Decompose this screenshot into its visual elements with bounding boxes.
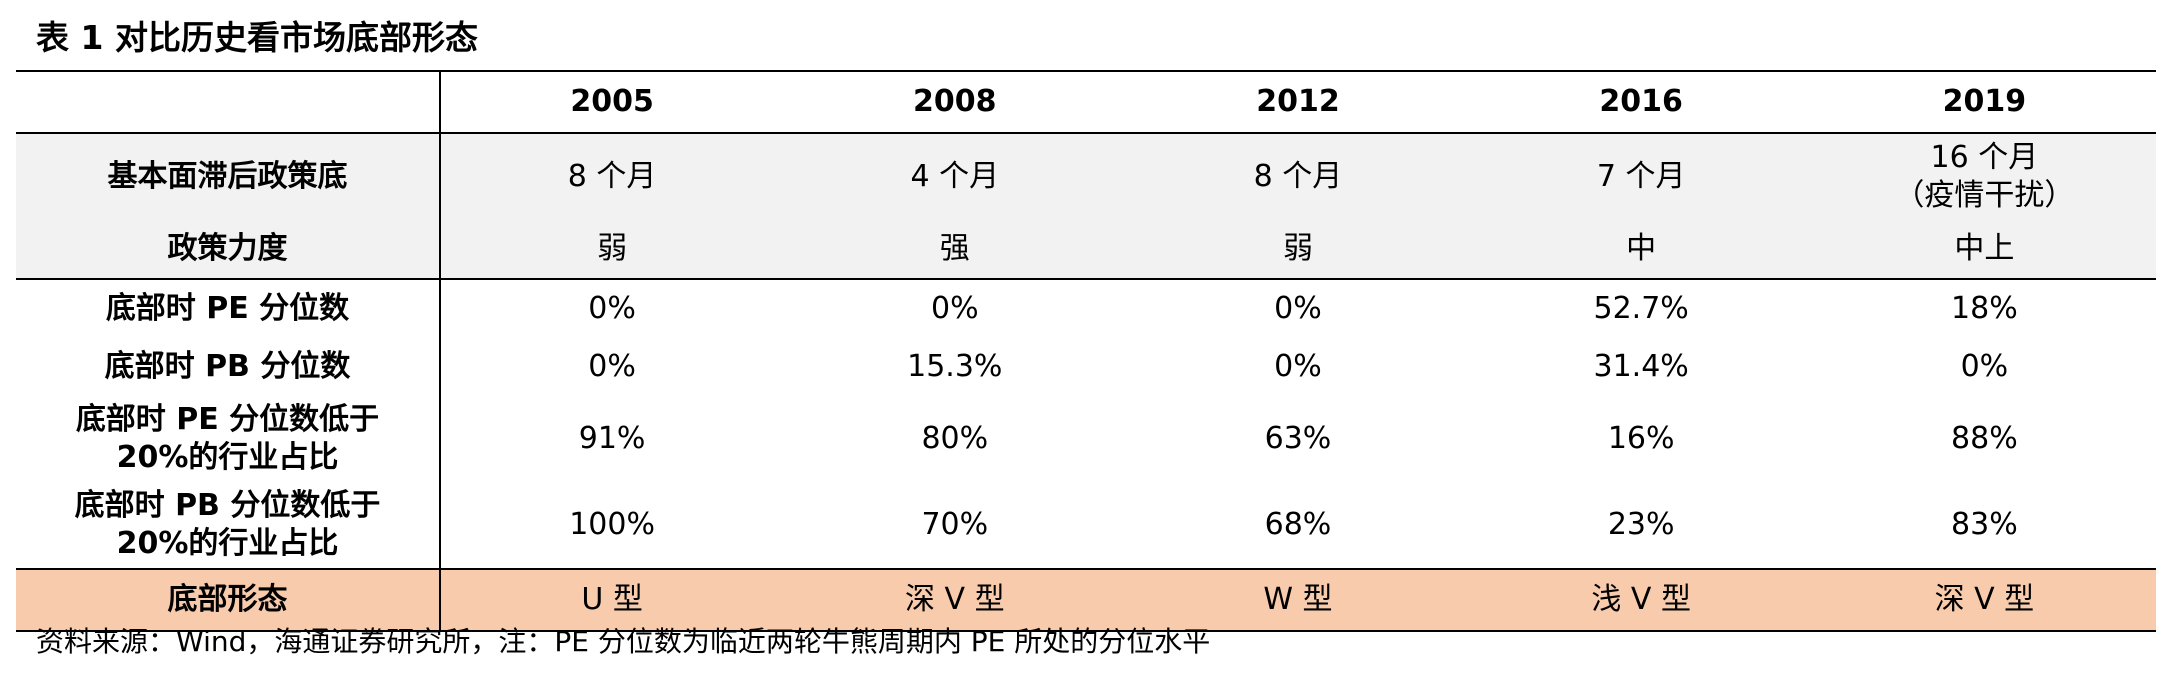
table-title: 表 1 对比历史看市场底部形态 xyxy=(36,18,478,57)
comparison-table: 2005 2008 2012 2016 2019 基本面滞后政策底 8 个月 4… xyxy=(16,70,2156,632)
table-cell: 8 个月 xyxy=(440,133,784,220)
table-cell: 31.4% xyxy=(1593,349,1689,384)
header-year: 2005 xyxy=(440,70,784,134)
row-label: 底部时 PE 分位数 xyxy=(16,279,441,338)
table-cell: 0% xyxy=(930,291,979,326)
row-label: 底部形态 xyxy=(16,568,441,632)
row-label: 底部时 PB 分位数 xyxy=(16,338,441,396)
row-bottom-shape: 底部形态 U 型 深 V 型 W 型 浅 V 型 深 V 型 xyxy=(16,568,2156,632)
row-policy-lag: 基本面滞后政策底 8 个月 4 个月 8 个月 7 个月 16 个月 （疫情干扰） xyxy=(16,133,2156,220)
source-note: 资料来源：Wind，海通证券研究所，注：PE 分位数为临近两轮牛熊周期内 PE … xyxy=(36,625,1211,658)
row-pb-industry-share: 底部时 PB 分位数低于 20%的行业占比 100% 70% 68% 23% 83… xyxy=(16,482,2156,569)
table-cell: 中上 xyxy=(1812,220,2156,280)
table-cell: 70% xyxy=(921,507,989,542)
table-cell: 68% xyxy=(1264,507,1332,542)
header-year: 2019 xyxy=(1812,70,2156,134)
table-cell: 8 个月 xyxy=(1126,133,1470,220)
table-cell: 7 个月 xyxy=(1469,133,1813,220)
row-label: 底部时 PE 分位数低于 20%的行业占比 xyxy=(16,396,441,482)
header-year: 2012 xyxy=(1126,70,1470,134)
row-label: 政策力度 xyxy=(16,220,441,280)
header-year: 2016 xyxy=(1469,70,1813,134)
table-cell: 80% xyxy=(921,421,989,456)
table-cell: 16% xyxy=(1607,421,1675,456)
table-cell: 15.3% xyxy=(907,349,1003,384)
table-cell: 52.7% xyxy=(1593,291,1689,326)
table-cell: 0% xyxy=(1274,349,1322,384)
table-cell: 0% xyxy=(588,349,636,384)
header-corner xyxy=(16,70,441,134)
table-cell: 浅 V 型 xyxy=(1469,568,1813,632)
header-year: 2008 xyxy=(783,70,1127,134)
table-cell: 深 V 型 xyxy=(783,568,1127,632)
row-label: 底部时 PB 分位数低于 20%的行业占比 xyxy=(16,482,441,569)
table-cell: 中 xyxy=(1469,220,1813,280)
row-policy-strength: 政策力度 弱 强 弱 中 中上 xyxy=(16,220,2156,280)
header-row: 2005 2008 2012 2016 2019 xyxy=(16,70,2156,134)
row-pe-industry-share: 底部时 PE 分位数低于 20%的行业占比 91% 80% 63% 16% 88% xyxy=(16,396,2156,482)
table-cell: 弱 xyxy=(1126,220,1470,280)
row-pe-percentile: 底部时 PE 分位数 0% 0% 0% 52.7% 18% xyxy=(16,279,2156,338)
table-cell: 23% xyxy=(1607,507,1675,542)
table-cell: 0% xyxy=(1274,291,1322,326)
table-cell: U 型 xyxy=(440,568,784,632)
table-cell: 0% xyxy=(1960,349,2009,384)
table-cell: 91% xyxy=(578,421,646,456)
table-cell: 4 个月 xyxy=(783,133,1127,220)
table-cell: 0% xyxy=(588,291,636,326)
table-cell: 88% xyxy=(1951,421,2018,456)
table-cell: 18% xyxy=(1951,291,2018,326)
table-cell: 83% xyxy=(1951,507,2018,542)
table-cell: W 型 xyxy=(1126,568,1470,632)
row-label: 基本面滞后政策底 xyxy=(16,133,441,220)
table-cell: 强 xyxy=(783,220,1127,280)
row-pb-percentile: 底部时 PB 分位数 0% 15.3% 0% 31.4% 0% xyxy=(16,338,2156,396)
table-cell: 16 个月 （疫情干扰） xyxy=(1812,133,2156,220)
table-cell: 100% xyxy=(569,507,655,542)
table-cell: 63% xyxy=(1264,421,1332,456)
table-cell: 深 V 型 xyxy=(1812,568,2156,632)
table-cell: 弱 xyxy=(440,220,784,280)
